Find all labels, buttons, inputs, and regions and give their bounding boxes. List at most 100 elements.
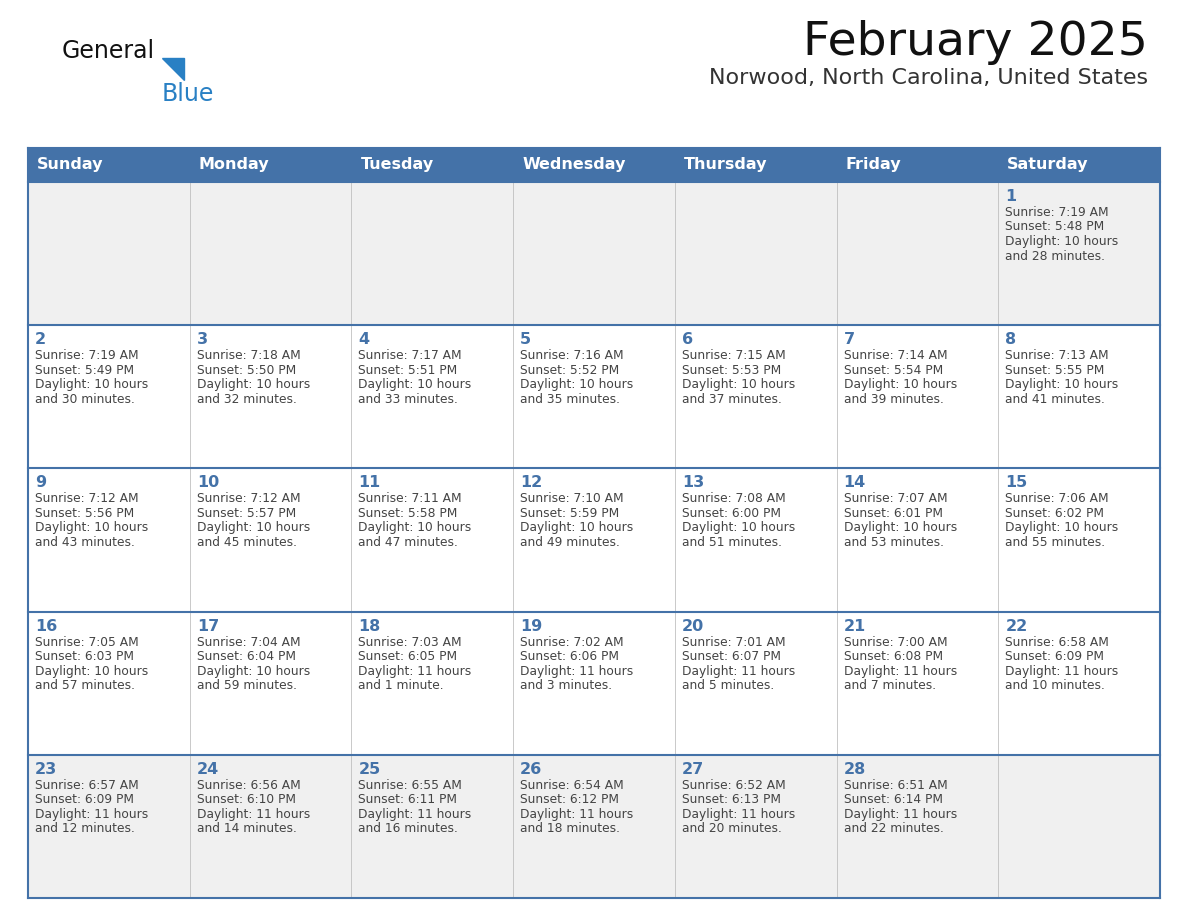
Text: Sunrise: 7:19 AM: Sunrise: 7:19 AM (1005, 206, 1108, 219)
Text: Sunrise: 7:12 AM: Sunrise: 7:12 AM (34, 492, 139, 506)
Text: 20: 20 (682, 619, 704, 633)
Text: and 41 minutes.: and 41 minutes. (1005, 393, 1105, 406)
Text: Sunset: 6:00 PM: Sunset: 6:00 PM (682, 507, 781, 520)
Text: Daylight: 10 hours: Daylight: 10 hours (682, 521, 795, 534)
Text: Sunrise: 7:11 AM: Sunrise: 7:11 AM (359, 492, 462, 506)
Text: 26: 26 (520, 762, 543, 777)
Text: Sunrise: 7:12 AM: Sunrise: 7:12 AM (197, 492, 301, 506)
Text: Sunset: 5:50 PM: Sunset: 5:50 PM (197, 364, 296, 376)
Text: Sunrise: 7:08 AM: Sunrise: 7:08 AM (682, 492, 785, 506)
Text: Daylight: 10 hours: Daylight: 10 hours (34, 521, 148, 534)
Text: Sunset: 5:53 PM: Sunset: 5:53 PM (682, 364, 781, 376)
Text: 9: 9 (34, 476, 46, 490)
Text: 13: 13 (682, 476, 704, 490)
Text: Sunset: 6:01 PM: Sunset: 6:01 PM (843, 507, 942, 520)
Text: Daylight: 10 hours: Daylight: 10 hours (682, 378, 795, 391)
Text: Daylight: 10 hours: Daylight: 10 hours (520, 378, 633, 391)
Text: Sunset: 5:56 PM: Sunset: 5:56 PM (34, 507, 134, 520)
Text: and 28 minutes.: and 28 minutes. (1005, 250, 1105, 263)
Text: Sunrise: 7:04 AM: Sunrise: 7:04 AM (197, 635, 301, 649)
Text: Sunset: 6:05 PM: Sunset: 6:05 PM (359, 650, 457, 663)
Text: Sunrise: 6:58 AM: Sunrise: 6:58 AM (1005, 635, 1110, 649)
Text: Sunset: 5:54 PM: Sunset: 5:54 PM (843, 364, 943, 376)
Text: Sunset: 5:57 PM: Sunset: 5:57 PM (197, 507, 296, 520)
Text: and 20 minutes.: and 20 minutes. (682, 823, 782, 835)
Text: Blue: Blue (162, 82, 214, 106)
Bar (29, 148, 1159, 182)
Text: 2: 2 (34, 332, 46, 347)
Text: 14: 14 (843, 476, 866, 490)
Text: Sunrise: 7:13 AM: Sunrise: 7:13 AM (1005, 349, 1108, 363)
Text: Tuesday: Tuesday (360, 158, 434, 173)
Text: and 33 minutes.: and 33 minutes. (359, 393, 459, 406)
Text: Daylight: 10 hours: Daylight: 10 hours (359, 521, 472, 534)
Text: Daylight: 10 hours: Daylight: 10 hours (34, 378, 148, 391)
Bar (29, 611, 1159, 755)
Polygon shape (162, 58, 184, 80)
Text: General: General (62, 39, 156, 63)
Text: Sunrise: 7:01 AM: Sunrise: 7:01 AM (682, 635, 785, 649)
Text: 17: 17 (197, 619, 219, 633)
Text: and 22 minutes.: and 22 minutes. (843, 823, 943, 835)
Text: Sunrise: 6:51 AM: Sunrise: 6:51 AM (843, 778, 947, 792)
Text: 28: 28 (843, 762, 866, 777)
Text: Sunset: 6:13 PM: Sunset: 6:13 PM (682, 793, 781, 806)
Text: Daylight: 10 hours: Daylight: 10 hours (843, 378, 956, 391)
Text: 6: 6 (682, 332, 693, 347)
Text: 21: 21 (843, 619, 866, 633)
Text: 24: 24 (197, 762, 219, 777)
Text: Daylight: 10 hours: Daylight: 10 hours (1005, 521, 1119, 534)
Text: Daylight: 10 hours: Daylight: 10 hours (1005, 235, 1119, 248)
Text: Daylight: 11 hours: Daylight: 11 hours (359, 808, 472, 821)
Text: Sunrise: 7:02 AM: Sunrise: 7:02 AM (520, 635, 624, 649)
Text: 1: 1 (1005, 189, 1017, 204)
Text: and 16 minutes.: and 16 minutes. (359, 823, 459, 835)
Text: Daylight: 10 hours: Daylight: 10 hours (197, 378, 310, 391)
Text: Sunrise: 7:15 AM: Sunrise: 7:15 AM (682, 349, 785, 363)
Text: and 12 minutes.: and 12 minutes. (34, 823, 135, 835)
Text: Sunset: 5:52 PM: Sunset: 5:52 PM (520, 364, 619, 376)
Text: and 37 minutes.: and 37 minutes. (682, 393, 782, 406)
Text: Sunrise: 6:54 AM: Sunrise: 6:54 AM (520, 778, 624, 792)
Text: and 39 minutes.: and 39 minutes. (843, 393, 943, 406)
Text: Daylight: 11 hours: Daylight: 11 hours (34, 808, 148, 821)
Text: Daylight: 11 hours: Daylight: 11 hours (197, 808, 310, 821)
Text: Sunset: 6:06 PM: Sunset: 6:06 PM (520, 650, 619, 663)
Text: Daylight: 10 hours: Daylight: 10 hours (843, 521, 956, 534)
Text: 27: 27 (682, 762, 704, 777)
Text: and 30 minutes.: and 30 minutes. (34, 393, 135, 406)
Text: Sunrise: 7:00 AM: Sunrise: 7:00 AM (843, 635, 947, 649)
Text: 5: 5 (520, 332, 531, 347)
Text: Daylight: 11 hours: Daylight: 11 hours (682, 808, 795, 821)
Text: Sunrise: 7:18 AM: Sunrise: 7:18 AM (197, 349, 301, 363)
Text: Sunday: Sunday (37, 158, 103, 173)
Text: Wednesday: Wednesday (523, 158, 626, 173)
Text: 16: 16 (34, 619, 57, 633)
Text: and 59 minutes.: and 59 minutes. (197, 679, 297, 692)
Text: Daylight: 11 hours: Daylight: 11 hours (682, 665, 795, 677)
Text: Daylight: 11 hours: Daylight: 11 hours (520, 665, 633, 677)
Text: Sunset: 6:09 PM: Sunset: 6:09 PM (1005, 650, 1105, 663)
Text: 23: 23 (34, 762, 57, 777)
Text: Sunrise: 7:14 AM: Sunrise: 7:14 AM (843, 349, 947, 363)
Text: and 10 minutes.: and 10 minutes. (1005, 679, 1105, 692)
Text: 15: 15 (1005, 476, 1028, 490)
Bar (29, 325, 1159, 468)
Text: and 49 minutes.: and 49 minutes. (520, 536, 620, 549)
Text: Sunrise: 7:16 AM: Sunrise: 7:16 AM (520, 349, 624, 363)
Text: 10: 10 (197, 476, 219, 490)
Text: Thursday: Thursday (684, 158, 767, 173)
Text: and 55 minutes.: and 55 minutes. (1005, 536, 1105, 549)
Text: and 35 minutes.: and 35 minutes. (520, 393, 620, 406)
Text: and 5 minutes.: and 5 minutes. (682, 679, 775, 692)
Text: Friday: Friday (846, 158, 902, 173)
Text: February 2025: February 2025 (803, 20, 1148, 65)
Text: 11: 11 (359, 476, 380, 490)
Text: Sunrise: 6:55 AM: Sunrise: 6:55 AM (359, 778, 462, 792)
Text: Sunset: 5:58 PM: Sunset: 5:58 PM (359, 507, 457, 520)
Text: Sunset: 6:12 PM: Sunset: 6:12 PM (520, 793, 619, 806)
Text: and 7 minutes.: and 7 minutes. (843, 679, 936, 692)
Text: and 3 minutes.: and 3 minutes. (520, 679, 612, 692)
Text: Sunset: 6:09 PM: Sunset: 6:09 PM (34, 793, 134, 806)
Text: Sunset: 6:11 PM: Sunset: 6:11 PM (359, 793, 457, 806)
